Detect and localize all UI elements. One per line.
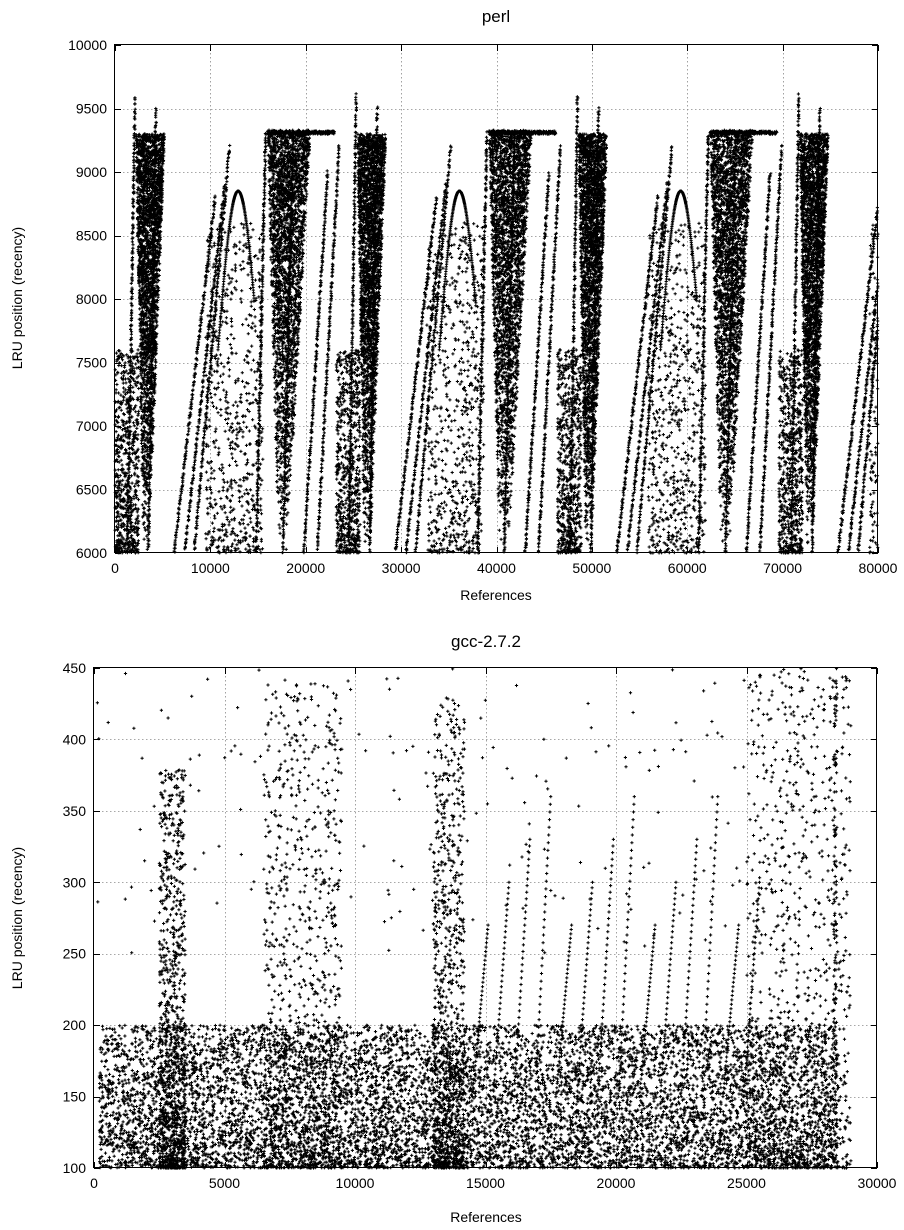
gcc-y-tick-label: 100 bbox=[63, 1160, 87, 1176]
gcc-y-tick-label: 400 bbox=[63, 731, 87, 747]
perl-ticks: 0 10000 20000 30000 40000 50000 60000 70000 8000… bbox=[68, 37, 898, 576]
perl-y-axis-label: LRU position (recency) bbox=[9, 227, 25, 369]
gcc-chart-title: gcc-2.7.2 bbox=[451, 632, 521, 651]
perl-points bbox=[113, 92, 880, 555]
gcc-x-tick-label: 25000 bbox=[727, 1175, 766, 1191]
gcc-chart: gcc-2.7.2 0 5000 10000 15000 20000 25000 30000… bbox=[9, 632, 897, 1225]
perl-y-tick-label: 10000 bbox=[68, 37, 107, 53]
gcc-y-tick-label: 200 bbox=[63, 1017, 87, 1033]
perl-y-tick-label: 8500 bbox=[76, 228, 107, 244]
perl-y-tick-label: 6500 bbox=[76, 482, 107, 498]
perl-chart: perl 0 10000 20000 30000 40000 50000 60000 7000… bbox=[9, 7, 898, 603]
gcc-y-axis-label: LRU position (recency) bbox=[9, 847, 25, 989]
perl-y-tick-label: 8000 bbox=[76, 291, 107, 307]
perl-x-axis-label: References bbox=[460, 587, 532, 603]
gcc-y-tick-label: 350 bbox=[63, 803, 87, 819]
perl-plot-frame bbox=[114, 44, 878, 553]
gcc-x-tick-label: 30000 bbox=[858, 1175, 897, 1191]
gcc-y-tick-label: 150 bbox=[63, 1089, 87, 1105]
gcc-points bbox=[95, 667, 853, 1170]
perl-x-tick-label: 70000 bbox=[763, 560, 802, 576]
perl-chart-title: perl bbox=[482, 7, 510, 26]
perl-data-points bbox=[113, 92, 880, 555]
perl-y-tick-label: 9000 bbox=[76, 164, 107, 180]
gcc-x-tick-label: 10000 bbox=[336, 1175, 375, 1191]
gcc-x-tick-label: 5000 bbox=[209, 1175, 240, 1191]
perl-y-tick-label: 7000 bbox=[76, 418, 107, 434]
gcc-data-points bbox=[95, 667, 853, 1170]
gcc-x-tick-label: 15000 bbox=[466, 1175, 505, 1191]
perl-x-tick-label: 50000 bbox=[572, 560, 611, 576]
gcc-x-axis-label: References bbox=[450, 1209, 522, 1225]
gcc-x-tick-label: 0 bbox=[90, 1175, 98, 1191]
perl-x-tick-label: 10000 bbox=[191, 560, 230, 576]
perl-x-tick-label: 20000 bbox=[286, 560, 325, 576]
perl-y-tick-label: 6000 bbox=[76, 545, 107, 561]
gcc-y-tick-label: 300 bbox=[63, 874, 87, 890]
gcc-y-tick-label: 250 bbox=[63, 946, 87, 962]
gcc-ticks: 0 5000 10000 15000 20000 25000 30000 100 150 200 2… bbox=[63, 660, 897, 1191]
perl-x-tick-label: 80000 bbox=[859, 560, 898, 576]
gcc-plot-frame bbox=[93, 667, 877, 1168]
perl-y-tick-label: 7500 bbox=[76, 355, 107, 371]
gcc-y-tick-label: 450 bbox=[63, 660, 87, 676]
perl-x-tick-label: 30000 bbox=[382, 560, 421, 576]
perl-x-tick-label: 60000 bbox=[668, 560, 707, 576]
perl-x-tick-label: 0 bbox=[111, 560, 119, 576]
perl-y-tick-label: 9500 bbox=[76, 101, 107, 117]
perl-x-tick-label: 40000 bbox=[477, 560, 516, 576]
gcc-x-tick-label: 20000 bbox=[597, 1175, 636, 1191]
gcc-grid bbox=[94, 668, 877, 1168]
